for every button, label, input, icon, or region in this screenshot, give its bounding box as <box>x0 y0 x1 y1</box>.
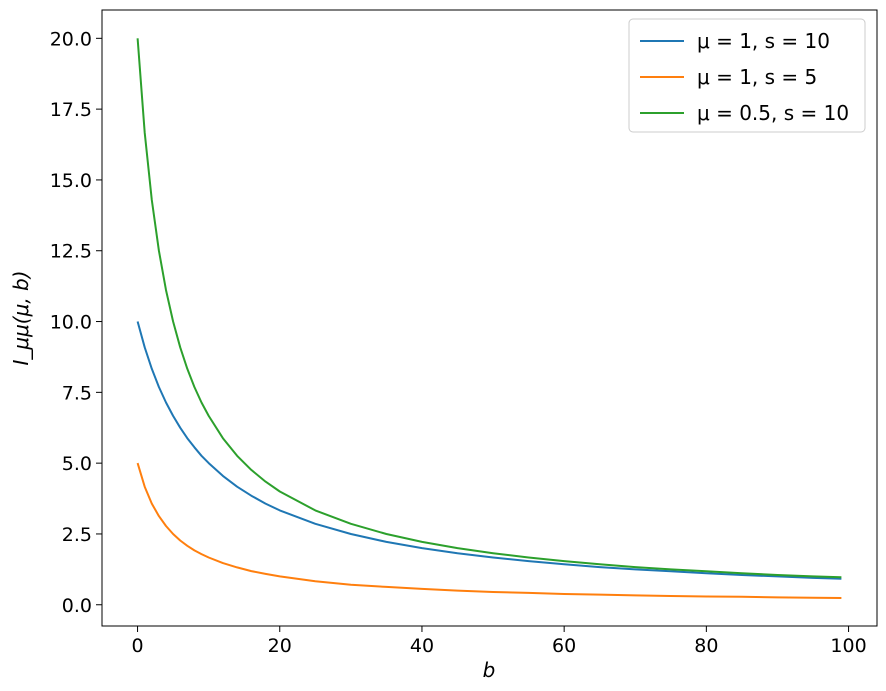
axes-layer: 0 20 40 60 80 100 0.0 2.5 5.0 7.5 10.0 12.5 15.0 17.5… <box>50 28 867 657</box>
legend-label-1: μ = 1, s = 10 <box>697 29 830 53</box>
legend-label-3: μ = 0.5, s = 10 <box>697 101 849 125</box>
y-tick-label: 17.5 <box>50 99 92 121</box>
y-tick-label: 15.0 <box>50 170 92 192</box>
x-tick-label: 80 <box>694 635 718 657</box>
series-layer <box>136 38 842 599</box>
series-line-3 <box>136 38 842 579</box>
y-tick-label: 7.5 <box>62 382 92 404</box>
y-tick-label: 5.0 <box>62 453 92 475</box>
series-line-1 <box>136 321 842 580</box>
y-tick-label: 0.0 <box>62 595 92 617</box>
x-tick-label: 60 <box>552 635 576 657</box>
y-tick-label: 10.0 <box>50 312 92 334</box>
plot-frame <box>101 9 878 627</box>
legend: μ = 1, s = 10 μ = 1, s = 5 μ = 0.5, s = 10 <box>628 18 866 133</box>
series-line-2 <box>136 462 842 599</box>
x-tick-label: 0 <box>132 635 144 657</box>
x-tick-label: 20 <box>268 635 292 657</box>
y-tick-label: 12.5 <box>50 241 92 263</box>
y-tick-label: 2.5 <box>62 524 92 546</box>
legend-box <box>628 18 866 133</box>
y-tick-label: 20.0 <box>50 28 92 50</box>
x-axis-label: b <box>483 658 496 682</box>
x-tick-label: 40 <box>410 635 434 657</box>
legend-label-2: μ = 1, s = 5 <box>697 65 817 89</box>
x-tick-label: 100 <box>830 635 866 657</box>
y-axis-label: I_μμ(μ, b) <box>9 270 33 365</box>
